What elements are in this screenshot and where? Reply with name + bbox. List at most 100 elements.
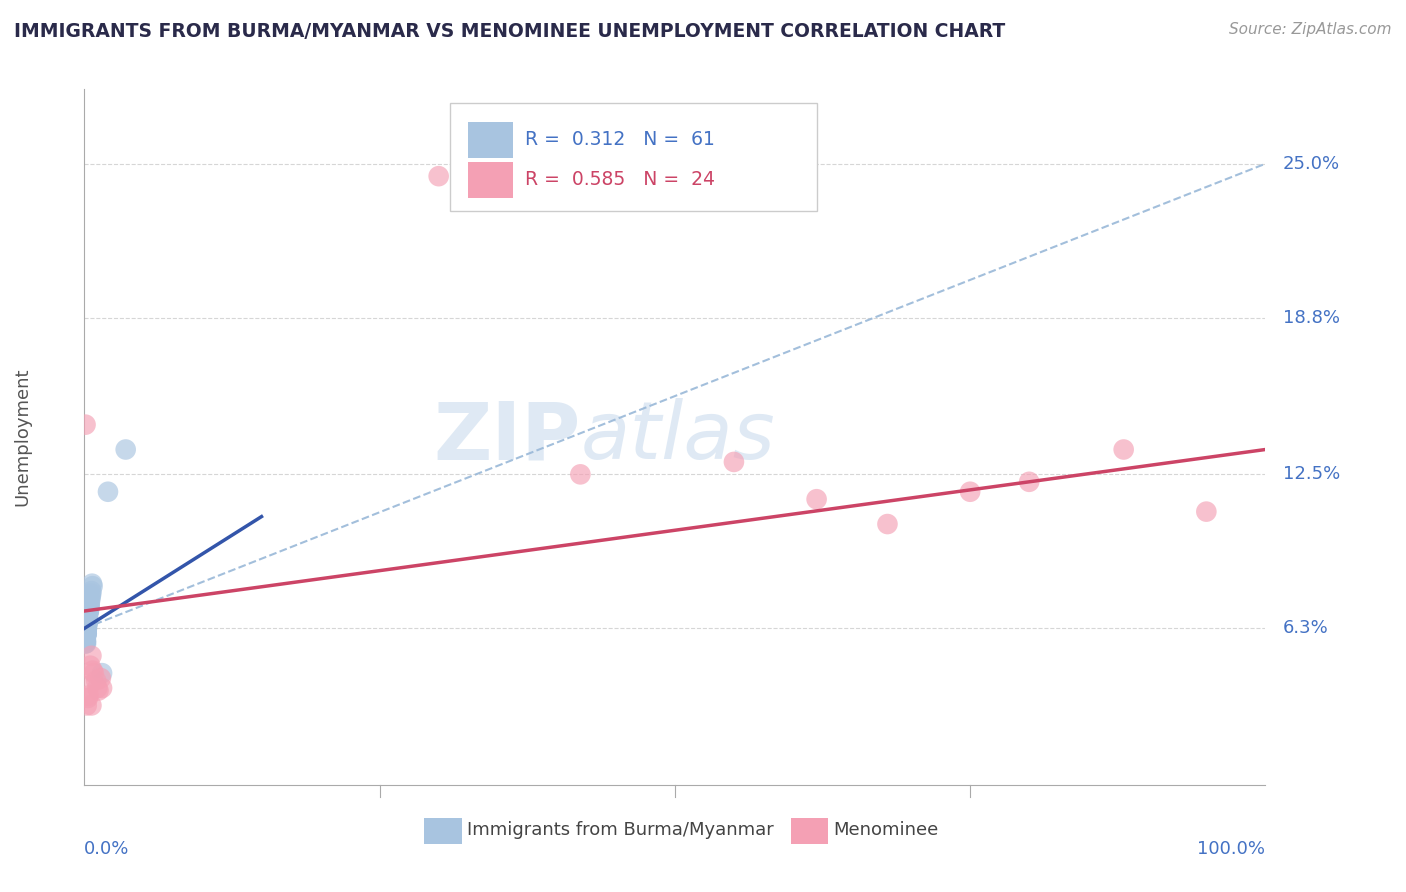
Point [75,632,97,646]
Text: IMMIGRANTS FROM BURMA/MYANMAR VS MENOMINEE UNEMPLOYMENT CORRELATION CHART: IMMIGRANTS FROM BURMA/MYANMAR VS MENOMIN… [14,22,1005,41]
Point [76,626,98,640]
Point [1018,475,1040,489]
Point [77,607,100,621]
Point [84,673,107,688]
Point [569,467,592,482]
Point [80,587,103,601]
Point [76,616,98,631]
Point [77,604,100,618]
Point [80,698,103,713]
Point [76,621,98,635]
Text: R =  0.585   N =  24: R = 0.585 N = 24 [524,170,714,189]
Point [76,614,98,628]
Point [76,626,98,640]
Text: 25.0%: 25.0% [1284,154,1340,173]
Point [77,689,100,703]
Point [82,579,104,593]
Point [75,621,97,635]
FancyBboxPatch shape [790,818,828,844]
Point [75,636,97,650]
Point [723,455,745,469]
Point [79,658,101,673]
Point [80,648,103,663]
Point [79,599,101,613]
Point [75,633,97,648]
Point [91,681,114,695]
Point [79,594,101,608]
Text: atlas: atlas [581,398,775,476]
FancyBboxPatch shape [468,122,513,158]
Point [77,599,100,613]
Point [959,484,981,499]
Point [76,621,98,635]
Point [77,604,100,618]
Point [76,614,98,628]
Point [76,616,98,631]
Point [1195,505,1218,519]
Point [76,619,98,633]
Point [77,604,100,618]
Point [75,626,97,640]
Point [82,664,104,678]
Point [114,442,136,457]
Point [80,584,103,599]
Point [91,666,114,681]
FancyBboxPatch shape [450,103,817,211]
Point [75,629,97,643]
Point [76,624,98,638]
Point [75,632,97,646]
Text: 12.5%: 12.5% [1284,466,1340,483]
Point [79,597,101,611]
Text: Menominee: Menominee [834,822,938,839]
Point [77,609,100,624]
Point [75,636,97,650]
Point [76,626,98,640]
Text: 100.0%: 100.0% [1198,839,1265,857]
Text: 18.8%: 18.8% [1284,309,1340,326]
Point [76,614,98,628]
Point [86,681,108,695]
Point [806,492,828,507]
Text: Unemployment: Unemployment [13,368,31,507]
Point [76,619,98,633]
FancyBboxPatch shape [468,161,513,198]
Point [97,484,120,499]
Point [77,601,100,615]
Point [76,621,98,635]
Point [79,599,101,613]
Point [77,609,100,624]
Text: 6.3%: 6.3% [1284,619,1329,638]
Point [80,576,103,591]
Point [79,591,101,606]
Point [75,621,97,635]
Point [876,516,898,531]
Point [83,666,105,681]
Point [75,636,97,650]
Point [427,169,450,184]
Point [87,683,110,698]
Point [75,629,97,643]
Point [76,614,98,628]
Text: ZIP: ZIP [433,398,581,476]
Point [75,629,97,643]
FancyBboxPatch shape [425,818,463,844]
Point [76,619,98,633]
Point [75,632,97,646]
Point [77,690,100,705]
Point [75,624,97,638]
Point [80,589,103,603]
Text: R =  0.312   N =  61: R = 0.312 N = 61 [524,130,714,150]
Point [1112,442,1135,457]
Point [75,633,97,648]
Point [76,698,98,713]
Text: Immigrants from Burma/Myanmar: Immigrants from Burma/Myanmar [467,822,773,839]
Point [75,633,97,648]
Point [77,679,100,693]
Point [75,633,97,648]
Point [90,671,112,685]
Point [76,624,98,638]
Point [75,417,97,432]
Point [76,616,98,631]
Point [77,611,100,625]
Point [77,604,100,618]
